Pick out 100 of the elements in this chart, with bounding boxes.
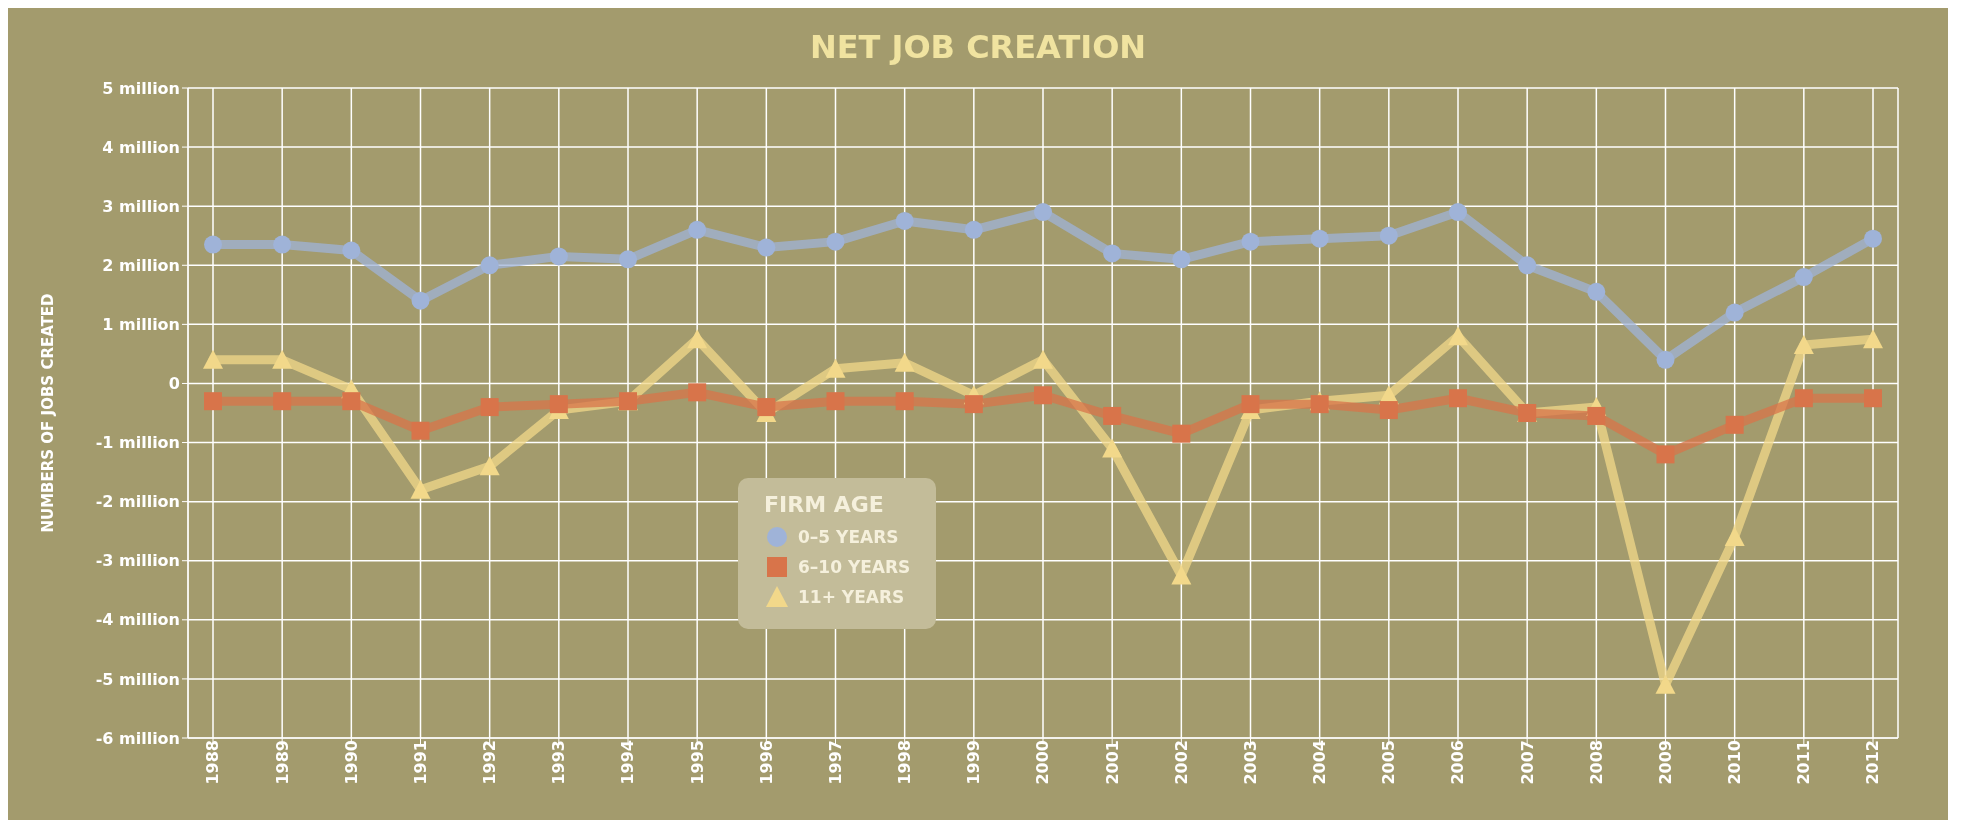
- y-tick-label: 2 million: [102, 255, 180, 275]
- legend-label: 0–5 YEARS: [798, 527, 899, 547]
- point: [1310, 229, 1329, 248]
- point: [826, 392, 845, 411]
- x-tick-label: 2012: [1863, 740, 1883, 785]
- point: [204, 392, 222, 411]
- x-tick-label: 2003: [1240, 740, 1260, 785]
- point: [1794, 268, 1813, 287]
- x-tick-label: 2011: [1794, 740, 1814, 785]
- point: [549, 247, 568, 266]
- point: [410, 479, 431, 499]
- point: [1310, 395, 1329, 414]
- point: [1034, 386, 1052, 405]
- point: [895, 392, 914, 411]
- y-tick-label: 5 million: [102, 78, 180, 98]
- point: [1448, 326, 1468, 346]
- point: [1102, 438, 1123, 458]
- legend-label: 6–10 YEARS: [798, 557, 911, 577]
- point: [895, 211, 914, 230]
- point: [1864, 229, 1882, 248]
- point: [1379, 226, 1398, 245]
- y-tick-label: -1 million: [95, 433, 180, 453]
- x-tick-label: 1994: [618, 740, 638, 785]
- y-tick-label: -3 million: [95, 551, 180, 571]
- x-tick-label: 1997: [825, 740, 845, 785]
- y-tick-label: -6 million: [95, 728, 180, 748]
- point: [273, 392, 292, 411]
- x-tick-label: 1993: [549, 740, 569, 785]
- point: [480, 256, 499, 275]
- point: [1587, 406, 1606, 425]
- point: [272, 349, 293, 369]
- x-tick-label: 2006: [1448, 740, 1468, 785]
- point: [1449, 203, 1467, 222]
- point: [273, 235, 292, 254]
- point: [1172, 424, 1191, 443]
- point: [479, 456, 500, 476]
- point: [964, 220, 983, 239]
- legend-title: FIRM AGE: [764, 492, 885, 517]
- point: [480, 398, 499, 417]
- point: [1864, 389, 1882, 408]
- point: [1656, 350, 1675, 369]
- x-tick-label: 1989: [272, 740, 292, 785]
- point: [1449, 389, 1467, 408]
- point: [1241, 232, 1260, 251]
- point: [1724, 527, 1745, 547]
- point: [1587, 282, 1606, 301]
- point: [549, 395, 568, 414]
- x-tick-label: 2004: [1310, 740, 1330, 785]
- point: [964, 395, 983, 414]
- x-tick-label: 1992: [480, 740, 500, 785]
- legend-label: 11+ YEARS: [798, 587, 905, 607]
- x-tick-label: 2009: [1655, 740, 1675, 785]
- x-tick-label: 1999: [964, 740, 984, 785]
- point: [826, 232, 845, 251]
- x-tick-label: 2010: [1725, 740, 1745, 785]
- y-tick-label: 4 million: [102, 137, 180, 157]
- point: [204, 235, 222, 254]
- y-tick-label: 0: [168, 374, 180, 394]
- point: [411, 421, 430, 440]
- point: [619, 250, 637, 269]
- y-tick-label: 1 million: [102, 315, 180, 335]
- x-tick-label: 1991: [410, 740, 430, 785]
- y-tick-label: 3 million: [102, 196, 180, 216]
- point: [1655, 674, 1676, 694]
- point: [1863, 329, 1883, 349]
- x-tick-label: 2000: [1033, 740, 1053, 785]
- x-tick-label: 2001: [1102, 740, 1122, 785]
- point: [1171, 565, 1192, 585]
- point: [1794, 389, 1813, 408]
- point: [342, 241, 361, 260]
- x-tick-label: 2002: [1171, 740, 1191, 785]
- point: [688, 383, 707, 402]
- point: [1103, 406, 1122, 425]
- point: [1103, 244, 1122, 263]
- y-axis-title: NUMBERS OF JOBS CREATED: [39, 293, 58, 533]
- point: [825, 358, 846, 378]
- x-tick-label: 1988: [203, 740, 223, 785]
- y-tick-label: -2 million: [95, 492, 180, 512]
- x-tick-label: 2008: [1586, 740, 1606, 785]
- point: [688, 220, 707, 239]
- chart-title: NET JOB CREATION: [808, 28, 1148, 66]
- point: [1518, 256, 1537, 275]
- point: [1034, 203, 1052, 222]
- point: [1656, 445, 1675, 464]
- point: [411, 291, 430, 310]
- y-tick-label: -5 million: [95, 669, 180, 689]
- x-tick-label: 2007: [1517, 740, 1537, 785]
- x-tick-label: 1990: [341, 740, 361, 785]
- point: [1033, 349, 1053, 369]
- point: [1379, 401, 1398, 420]
- point: [203, 349, 223, 369]
- point: [1725, 415, 1744, 434]
- y-tick-label: -4 million: [95, 610, 180, 630]
- point: [687, 329, 708, 349]
- point: [1793, 335, 1814, 355]
- point: [1172, 250, 1191, 269]
- point: [1725, 303, 1744, 322]
- x-tick-label: 2005: [1379, 740, 1399, 785]
- x-tick-label: 1998: [895, 740, 915, 785]
- point: [757, 238, 776, 257]
